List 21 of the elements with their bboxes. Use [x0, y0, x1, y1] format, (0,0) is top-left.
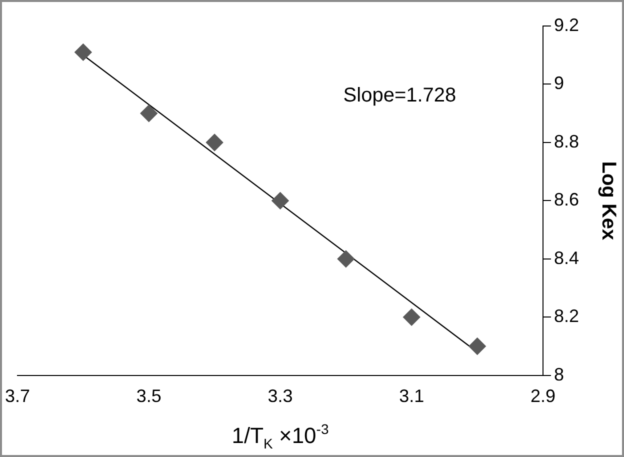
y-tick-label: 9.2 — [554, 14, 580, 35]
point — [206, 134, 224, 152]
point — [337, 250, 355, 268]
y-tick-label: 8.8 — [554, 131, 580, 152]
y-tick-label: 8.2 — [554, 306, 580, 326]
x-tick-label: 3.1 — [399, 386, 424, 406]
point — [140, 104, 158, 122]
y-axis-title: Log Kex — [597, 161, 620, 240]
y-tick-label: 8 — [554, 364, 564, 384]
point — [468, 338, 486, 355]
point — [74, 44, 92, 61]
point — [272, 192, 289, 210]
point — [403, 308, 420, 326]
x-tick-label: 3.7 — [4, 386, 30, 406]
y-tick-label: 9 — [554, 73, 564, 94]
x-tick-label: 3.5 — [136, 386, 162, 406]
y-tick-label: 8.6 — [554, 190, 580, 210]
annotation: Slope=1.728 — [343, 84, 456, 106]
x-tick-label: 3.3 — [268, 386, 293, 406]
x-tick-label: 2.9 — [530, 386, 556, 406]
y-tick-label: 8.4 — [554, 248, 580, 268]
